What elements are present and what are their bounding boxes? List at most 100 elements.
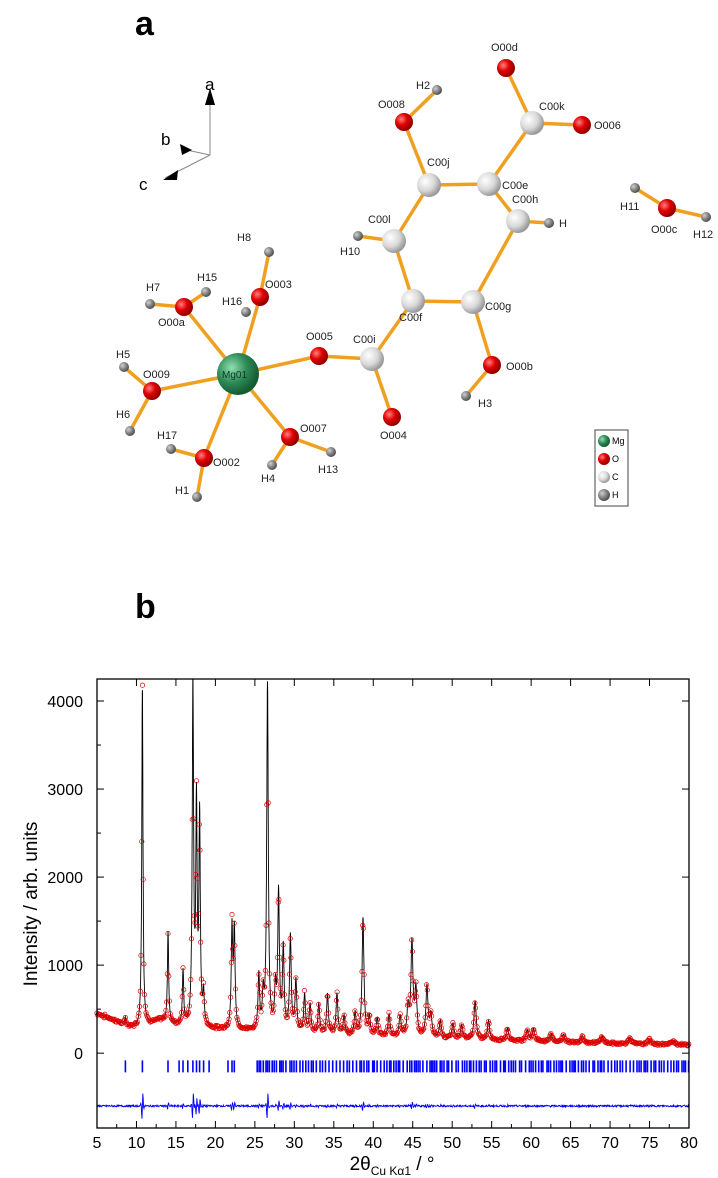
y-tick-label: 2000 xyxy=(47,870,83,887)
observed-point xyxy=(293,975,299,981)
observed-point xyxy=(482,1034,488,1040)
observed-point xyxy=(224,1023,230,1029)
observed-point xyxy=(430,1027,436,1033)
observed-point xyxy=(397,1014,403,1020)
observed-point xyxy=(559,1034,565,1040)
atom-label: H11 xyxy=(620,201,639,213)
atom-label: H16 xyxy=(222,296,242,308)
observed-point xyxy=(134,1019,141,1025)
observed-point xyxy=(317,1017,323,1023)
observed-point xyxy=(375,1023,381,1029)
atom-label: H xyxy=(559,218,567,230)
observed-point xyxy=(194,875,200,881)
observed-point xyxy=(203,1014,209,1020)
atom-label: O00d xyxy=(491,42,518,54)
atom-label: H7 xyxy=(146,282,160,294)
observed-point xyxy=(372,1025,379,1031)
axis-label-c: c xyxy=(139,175,148,194)
observed-point xyxy=(141,961,147,967)
observed-point xyxy=(405,996,411,1002)
observed-point xyxy=(316,1001,322,1007)
y-tick-label: 3000 xyxy=(47,782,83,799)
observed-point xyxy=(367,1013,373,1019)
observed-point xyxy=(226,1016,232,1022)
observed-point xyxy=(191,816,197,822)
observed-point xyxy=(409,937,415,943)
observed-point xyxy=(450,1020,456,1026)
observed-point xyxy=(485,1018,491,1024)
legend-label-mg: Mg xyxy=(612,436,625,446)
observed-point xyxy=(306,1007,312,1013)
observed-point xyxy=(188,936,195,942)
observed-point xyxy=(447,1033,453,1039)
observed-point xyxy=(181,1006,187,1012)
observed-point xyxy=(186,1003,192,1009)
atom-label: C00f xyxy=(399,312,423,324)
observed-point xyxy=(140,876,146,883)
legend-label-h: H xyxy=(612,490,619,500)
observed-point xyxy=(386,1009,392,1015)
observed-point xyxy=(412,988,418,994)
observed-point xyxy=(349,1029,355,1035)
observed-point xyxy=(558,1037,564,1043)
observed-point xyxy=(458,1027,464,1033)
x-tick-label: 65 xyxy=(562,1135,580,1152)
observed-point xyxy=(385,1023,391,1029)
observed-point xyxy=(180,965,186,971)
observed-point xyxy=(286,999,292,1005)
atom-label: H15 xyxy=(197,272,217,284)
observed-point xyxy=(335,1017,342,1023)
observed-point xyxy=(474,1024,480,1030)
atom-label: C00i xyxy=(353,334,376,346)
observed-point xyxy=(272,991,278,997)
plot-contents xyxy=(94,678,692,1119)
observed-point xyxy=(356,1023,362,1029)
observed-point xyxy=(188,977,194,983)
legend-label-o: O xyxy=(612,454,619,464)
atom-label: O003 xyxy=(265,279,292,291)
panel-label-b: b xyxy=(135,588,156,626)
observed-point xyxy=(257,1005,263,1011)
observed-point xyxy=(142,1003,148,1009)
observed-point xyxy=(362,1000,368,1006)
observed-point xyxy=(429,1023,435,1029)
observed-point xyxy=(334,989,340,995)
observed-point xyxy=(201,980,207,986)
observed-point xyxy=(179,994,185,1000)
y-tick-label: 0 xyxy=(74,1046,83,1063)
observed-point xyxy=(307,999,313,1006)
observed-point xyxy=(176,1018,182,1024)
observed-point xyxy=(225,1022,231,1028)
observed-point xyxy=(235,1020,241,1026)
observed-point xyxy=(409,948,415,955)
observed-point xyxy=(365,1020,371,1026)
observed-point xyxy=(335,1006,341,1012)
observed-point xyxy=(294,994,300,1000)
atom-label: O00c xyxy=(651,224,678,236)
observed-point xyxy=(198,976,204,982)
observed-point xyxy=(259,992,266,998)
observed-point xyxy=(360,922,366,928)
observed-point xyxy=(259,1002,265,1008)
x-axis-title-unit: / ° xyxy=(411,1154,434,1175)
atom-label: O006 xyxy=(594,120,621,132)
observed-point xyxy=(230,956,236,962)
observed-point xyxy=(485,1022,491,1028)
observed-point xyxy=(362,1011,369,1017)
observed-point xyxy=(234,1014,240,1020)
observed-point xyxy=(414,1012,420,1018)
atom-legend: Mg O C H xyxy=(594,429,629,507)
atom-label: H4 xyxy=(261,473,275,485)
axis-ticks: 5 10 15 20 25 30 35 40 45 50 55 60 65 70 75 80 0 1000 2000… xyxy=(47,679,698,1152)
observed-point xyxy=(302,1000,308,1006)
observed-point xyxy=(133,1020,139,1026)
legend-label-c: C xyxy=(612,472,619,482)
x-tick-label: 5 xyxy=(93,1135,102,1152)
atom-label: H12 xyxy=(693,229,713,241)
observed-point xyxy=(413,979,419,985)
observed-point xyxy=(308,1019,315,1025)
observed-point xyxy=(284,1014,290,1020)
observed-point xyxy=(287,936,293,942)
observed-point xyxy=(185,1010,191,1016)
observed-point xyxy=(326,1010,332,1016)
